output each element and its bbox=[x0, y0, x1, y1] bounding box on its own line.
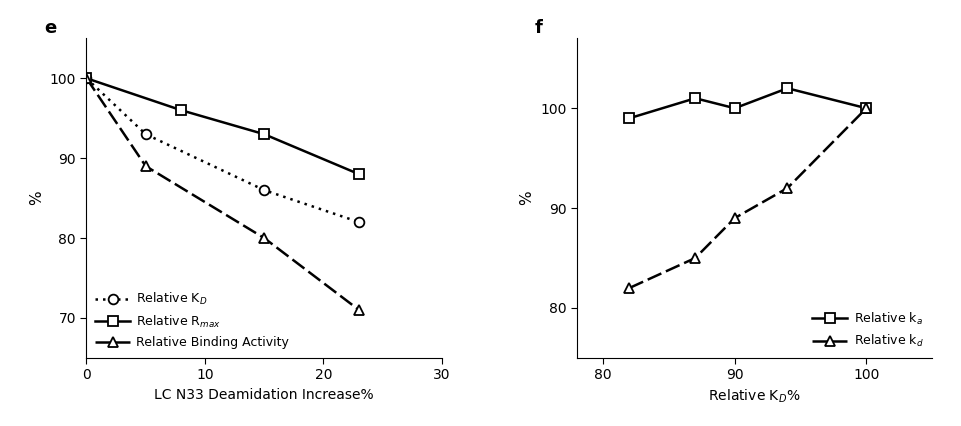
Line: Relative Binding Activity: Relative Binding Activity bbox=[82, 73, 364, 315]
Relative R$_{max}$ bbox=[81, 76, 92, 81]
Relative k$_a$ bbox=[624, 116, 635, 121]
Relative k$_d$ bbox=[624, 285, 635, 291]
Relative k$_d$ bbox=[861, 106, 873, 111]
X-axis label: Relative K$_D$%: Relative K$_D$% bbox=[708, 388, 801, 405]
Relative k$_a$ bbox=[690, 96, 702, 101]
Relative R$_{max}$ bbox=[259, 132, 270, 137]
Relative K$_D$ bbox=[353, 219, 364, 225]
Relative K$_D$ bbox=[140, 132, 152, 137]
Relative R$_{max}$ bbox=[353, 172, 364, 177]
Legend: Relative k$_a$, Relative k$_d$: Relative k$_a$, Relative k$_d$ bbox=[810, 308, 925, 351]
Relative K$_D$ bbox=[81, 76, 92, 81]
Relative Binding Activity bbox=[140, 164, 152, 169]
Y-axis label: %: % bbox=[520, 191, 534, 205]
Relative Binding Activity bbox=[353, 307, 364, 312]
Relative k$_d$ bbox=[690, 256, 702, 261]
Line: Relative k$_a$: Relative k$_a$ bbox=[625, 83, 872, 123]
Text: f: f bbox=[534, 19, 542, 37]
Relative R$_{max}$ bbox=[176, 108, 187, 113]
Relative k$_a$ bbox=[781, 86, 793, 91]
Legend: Relative K$_D$, Relative R$_{max}$, Relative Binding Activity: Relative K$_D$, Relative R$_{max}$, Rela… bbox=[93, 289, 292, 351]
Line: Relative K$_D$: Relative K$_D$ bbox=[82, 73, 364, 227]
Text: e: e bbox=[44, 19, 56, 37]
Line: Relative R$_{max}$: Relative R$_{max}$ bbox=[82, 73, 364, 179]
Relative K$_D$ bbox=[259, 187, 270, 193]
X-axis label: LC N33 Deamidation Increase%: LC N33 Deamidation Increase% bbox=[155, 388, 374, 402]
Relative Binding Activity bbox=[81, 76, 92, 81]
Relative k$_d$ bbox=[729, 216, 741, 221]
Line: Relative k$_d$: Relative k$_d$ bbox=[625, 104, 872, 293]
Y-axis label: %: % bbox=[29, 191, 44, 205]
Relative k$_a$ bbox=[729, 106, 741, 111]
Relative k$_a$ bbox=[861, 106, 873, 111]
Relative k$_d$ bbox=[781, 186, 793, 191]
Relative Binding Activity bbox=[259, 236, 270, 241]
